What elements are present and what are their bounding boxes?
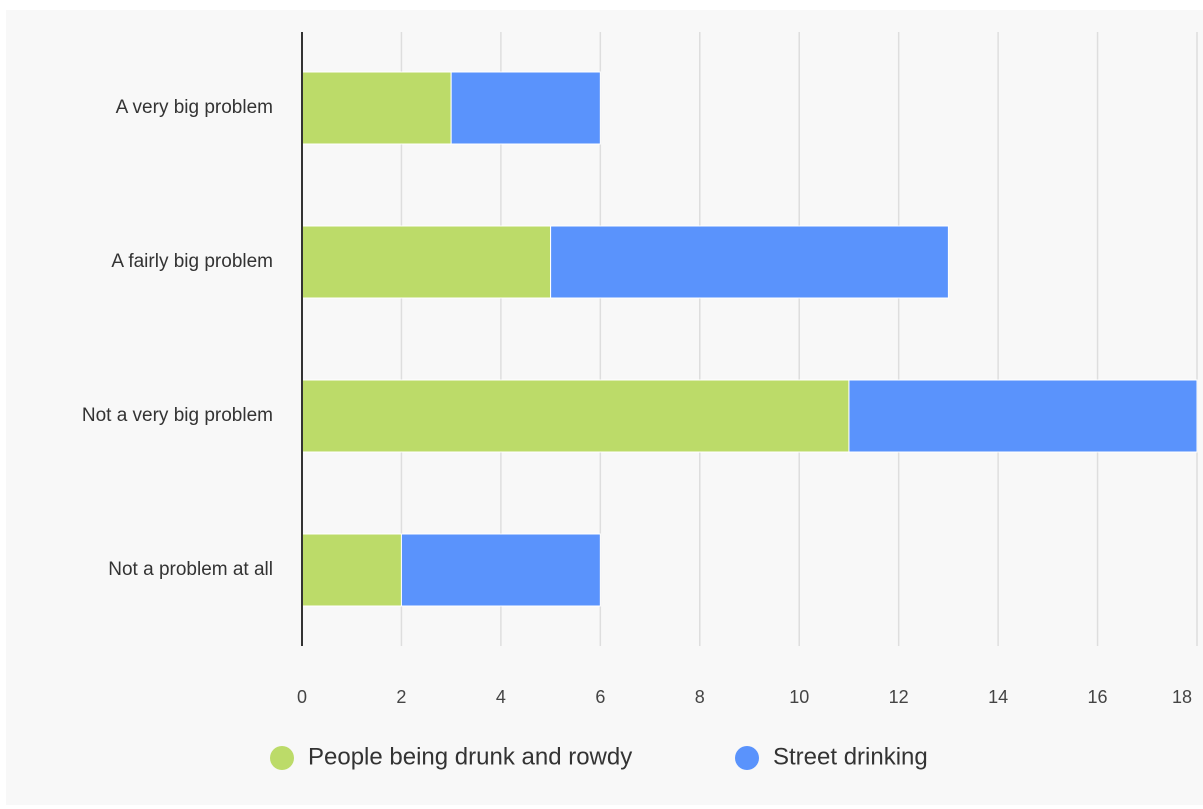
legend-swatch: [270, 746, 294, 770]
x-tick-label: 0: [297, 687, 307, 707]
legend-item-street-drinking[interactable]: Street drinking: [735, 743, 928, 770]
bar-drunk-rowdy[interactable]: [301, 71, 452, 145]
x-tick-label: 2: [396, 687, 406, 707]
legend-label: Street drinking: [773, 743, 928, 770]
bar-street-drinking[interactable]: [848, 379, 1198, 453]
x-tick-labels: 0 2 4 6 8 10 12 14 16 18: [297, 687, 1192, 707]
x-tick-label: 12: [889, 687, 909, 707]
x-tick-label: 6: [595, 687, 605, 707]
legend-item-drunk-rowdy[interactable]: People being drunk and rowdy: [270, 743, 632, 770]
x-tick-label: 16: [1088, 687, 1108, 707]
x-tick-label: 10: [789, 687, 809, 707]
bars: [301, 71, 1198, 607]
legend[interactable]: People being drunk and rowdy Street drink…: [270, 743, 928, 770]
x-tick-label: 18: [1172, 687, 1192, 707]
x-tick-label: 8: [695, 687, 705, 707]
bar-drunk-rowdy[interactable]: [301, 533, 402, 607]
bar-drunk-rowdy[interactable]: [301, 225, 552, 299]
bar-drunk-rowdy[interactable]: [301, 379, 850, 453]
bar-street-drinking[interactable]: [550, 225, 949, 299]
bar-street-drinking[interactable]: [400, 533, 601, 607]
x-tick-label: 14: [988, 687, 1008, 707]
bar-street-drinking[interactable]: [450, 71, 601, 145]
legend-swatch: [735, 746, 759, 770]
category-labels: A very big problem A fairly big problem No…: [82, 97, 273, 580]
category-label: Not a very big problem: [82, 405, 273, 426]
legend-label: People being drunk and rowdy: [308, 743, 632, 770]
category-label: Not a problem at all: [108, 559, 273, 580]
category-label: A fairly big problem: [111, 251, 273, 272]
x-tick-label: 4: [496, 687, 506, 707]
category-label: A very big problem: [116, 97, 273, 118]
